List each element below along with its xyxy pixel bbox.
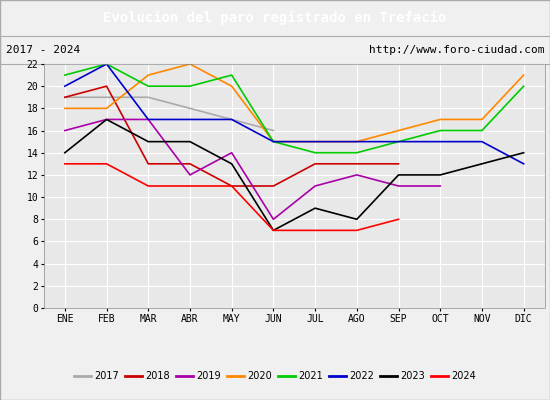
Text: 2017 - 2024: 2017 - 2024 bbox=[6, 45, 80, 55]
Text: Evolucion del paro registrado en Trefacio: Evolucion del paro registrado en Trefaci… bbox=[103, 11, 447, 25]
Legend: 2017, 2018, 2019, 2020, 2021, 2022, 2023, 2024: 2017, 2018, 2019, 2020, 2021, 2022, 2023… bbox=[70, 367, 480, 385]
Text: http://www.foro-ciudad.com: http://www.foro-ciudad.com bbox=[369, 45, 544, 55]
